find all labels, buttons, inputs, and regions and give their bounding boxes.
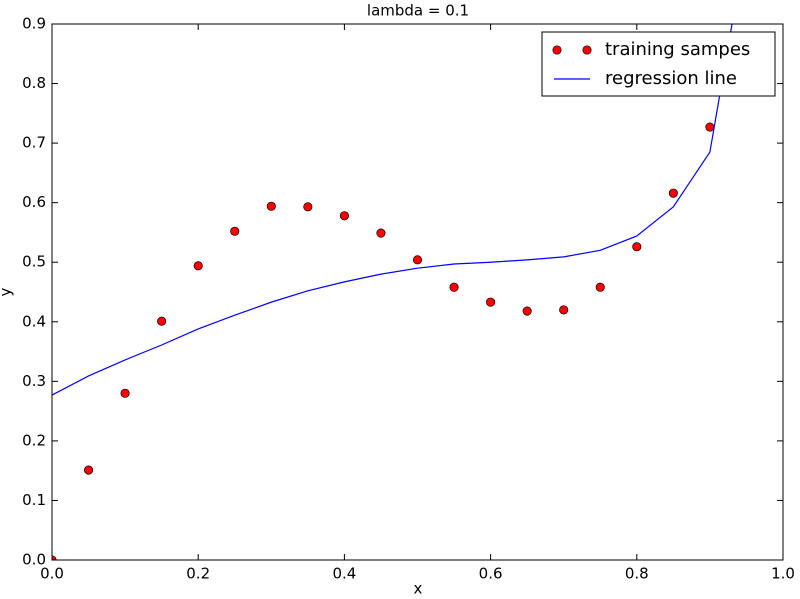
data-point [303,202,313,212]
x-axis-label: x [414,580,423,596]
legend-label: training sampes [605,39,750,60]
data-point [632,242,642,252]
y-tick-label: 0.9 [22,15,46,33]
plot-area [52,24,733,560]
data-point [705,122,715,132]
x-tick-label: 0.2 [186,565,210,583]
y-axis-label: y [0,287,15,296]
data-point [157,316,167,326]
x-tick-label: 1.0 [771,565,795,583]
x-tick-label: 0.0 [40,565,64,583]
legend-marker [582,45,592,55]
data-point [412,255,423,265]
data-point [595,282,605,292]
y-tick-label: 0.7 [22,134,46,152]
data-point [449,282,459,292]
data-point [193,261,203,271]
y-tick-label: 0.6 [22,193,46,211]
data-point [376,228,386,238]
y-tick-label: 0.8 [22,74,46,92]
y-tick-label: 0.3 [22,372,46,390]
data-point [266,201,276,211]
regression-line [52,24,733,396]
y-tick-label: 0.0 [22,551,46,569]
legend-marker [552,45,562,55]
plot-frame [51,23,784,561]
data-point [339,211,349,221]
data-point [668,188,678,198]
data-point [486,297,496,307]
x-tick-label: 0.4 [332,565,356,583]
data-point [230,226,240,236]
legend-label: regression line [605,68,737,89]
chart-title: lambda = 0.1 [367,2,469,20]
y-tick-label: 0.4 [22,312,46,330]
y-tick-label: 0.2 [22,431,46,449]
data-point [522,306,532,316]
data-point [84,465,94,475]
y-tick-label: 0.5 [22,253,46,271]
legend: training sampes regression line [541,31,776,97]
x-tick-label: 0.6 [479,565,503,583]
legend-box [541,31,776,97]
data-point [120,388,130,398]
data-point [559,305,569,315]
y-tick-label: 0.1 [22,491,46,509]
x-tick-label: 0.8 [625,565,649,583]
